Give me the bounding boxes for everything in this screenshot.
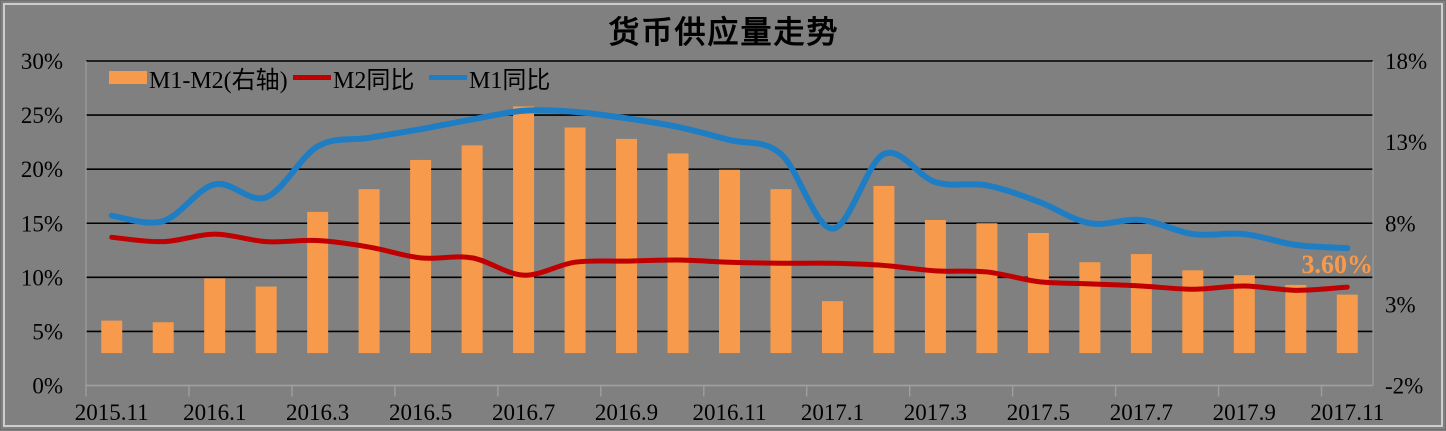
right-axis-label: -2% <box>1385 374 1423 399</box>
legend-label: M1-M2(右轴) <box>149 67 288 94</box>
left-axis-label: 0% <box>32 374 63 399</box>
last-value-annotation: 3.60% <box>1301 250 1374 279</box>
line-swatch-icon <box>429 74 467 80</box>
bar <box>461 145 483 354</box>
bar <box>873 185 895 354</box>
bar <box>616 138 638 354</box>
x-axis-label: 2016.9 <box>595 400 658 425</box>
x-axis-label: 2016.3 <box>286 400 349 425</box>
bar <box>1336 294 1358 354</box>
bar <box>667 153 689 354</box>
left-axis-label: 10% <box>21 265 63 290</box>
x-axis-label: 2017.9 <box>1213 400 1276 425</box>
x-axis-label: 2015.11 <box>75 400 149 425</box>
x-axis-label: 2017.5 <box>1007 400 1070 425</box>
x-axis-label: 2017.7 <box>1110 400 1173 425</box>
bar <box>1130 254 1152 354</box>
bar <box>307 211 329 354</box>
bar <box>1079 262 1101 354</box>
legend-item-m1-m2: M1-M2(右轴) <box>109 61 288 94</box>
x-axis-label: 2016.11 <box>693 400 767 425</box>
x-axis-label: 2016.1 <box>183 400 246 425</box>
bar <box>255 286 277 354</box>
right-axis-label: 8% <box>1385 211 1416 236</box>
line-m2 <box>109 231 1350 293</box>
bar <box>513 106 535 354</box>
bar <box>152 322 174 354</box>
chart-title: 货币供应量走势 <box>608 15 840 50</box>
bar <box>1233 275 1255 354</box>
x-axis-label: 2016.7 <box>492 400 555 425</box>
bar <box>204 278 226 354</box>
bar <box>976 223 998 354</box>
legend-item-m1: M1同比 <box>429 61 551 94</box>
line-swatch-icon <box>293 74 331 80</box>
left-axis-label: 25% <box>21 103 63 128</box>
x-axis-label: 2017.11 <box>1310 400 1384 425</box>
left-axis-label: 30% <box>21 49 63 74</box>
x-axis-label: 2016.5 <box>389 400 452 425</box>
left-axis-label: 20% <box>21 157 63 182</box>
bar <box>770 189 792 354</box>
x-axis-label: 2017.1 <box>801 400 864 425</box>
right-axis-label: 3% <box>1385 292 1416 317</box>
bar <box>1285 284 1307 354</box>
bar <box>1182 270 1204 354</box>
bar-swatch-icon <box>109 70 147 84</box>
legend-item-m2: M2同比 <box>293 61 415 94</box>
right-axis-label: 18% <box>1385 49 1427 74</box>
bar <box>358 189 380 354</box>
right-axis-label: 13% <box>1385 130 1427 155</box>
legend-label: M2同比 <box>333 67 415 94</box>
x-axis-label: 2017.3 <box>904 400 967 425</box>
left-axis-label: 5% <box>32 319 63 344</box>
bar <box>101 320 123 354</box>
bar <box>1027 232 1049 354</box>
left-axis-label: 15% <box>21 211 63 236</box>
line-m1 <box>108 107 1351 252</box>
bar <box>564 127 586 354</box>
legend-label: M1同比 <box>469 67 551 94</box>
bar <box>924 220 946 354</box>
bar <box>821 301 843 354</box>
